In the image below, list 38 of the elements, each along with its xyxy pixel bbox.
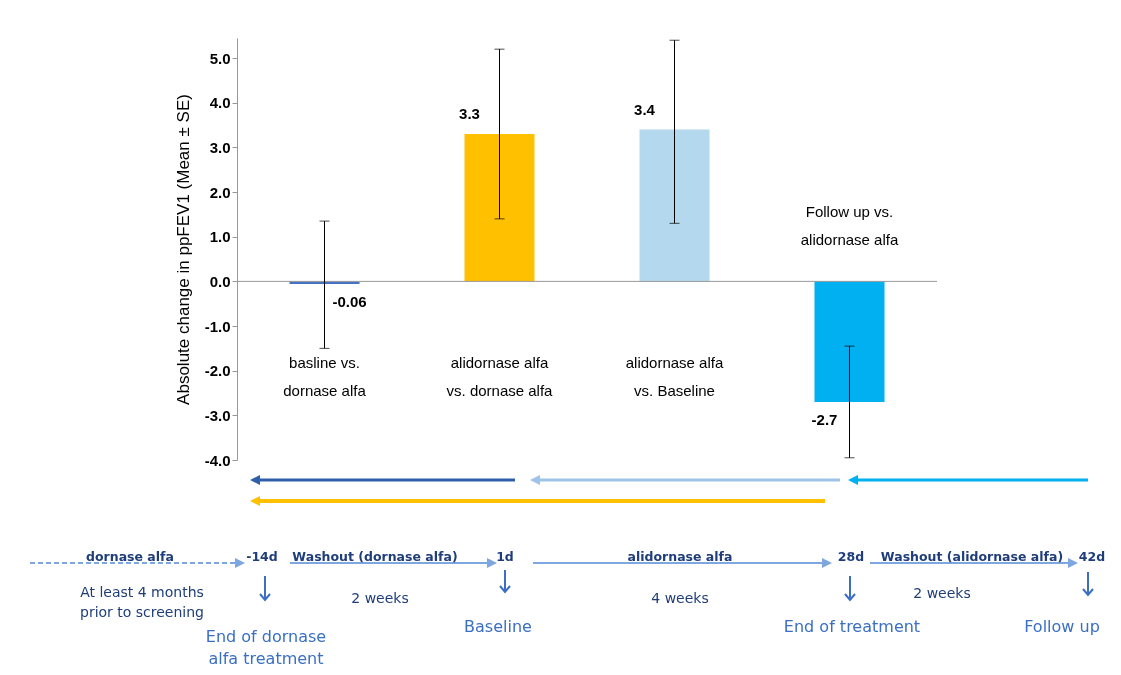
text: Washout (dornase alfa) bbox=[292, 548, 458, 566]
text: At least 4 months prior to screening bbox=[80, 583, 204, 622]
x-tick-label: alidornase alfa vs. Baseline bbox=[625, 354, 724, 400]
text: Baseline bbox=[464, 616, 532, 638]
data-label: 3.4 bbox=[634, 100, 656, 118]
text: End of dornase alfa treatment bbox=[205, 626, 327, 670]
data-label: 3.3 bbox=[459, 105, 480, 123]
y-tick-label: 2.0 bbox=[209, 183, 231, 201]
text: alidornase alfa bbox=[627, 548, 733, 566]
data-label: -2.7 bbox=[811, 410, 838, 428]
text: End of treatment bbox=[783, 616, 921, 638]
text: 2 weeks bbox=[913, 584, 971, 603]
text: dornase alfa bbox=[86, 548, 174, 566]
y-tick-label: -3.0 bbox=[204, 406, 231, 424]
text: 4 weeks bbox=[651, 589, 709, 608]
y-tick-label: -2.0 bbox=[204, 362, 231, 380]
y-tick-label: 1.0 bbox=[209, 228, 231, 246]
text: 42d bbox=[1078, 548, 1106, 566]
y-axis-title: Absolute change in ppFEV1 (Mean ± SE) bbox=[173, 94, 193, 405]
y-tick-label: 0.0 bbox=[209, 272, 231, 290]
y-tick-label: 3.0 bbox=[209, 138, 231, 156]
text: Washout (alidornase alfa) bbox=[880, 548, 1064, 566]
y-tick-label: -4.0 bbox=[204, 451, 231, 469]
text: -14d bbox=[246, 548, 278, 566]
x-tick-label: Follow up vs. alidornase alfa bbox=[800, 203, 899, 249]
bar bbox=[464, 134, 535, 282]
text: Follow up bbox=[1024, 616, 1100, 638]
x-tick-label: alidornase alfa vs. dornase alfa bbox=[446, 354, 554, 400]
y-tick-label: 5.0 bbox=[209, 49, 231, 67]
y-tick-label: -1.0 bbox=[204, 317, 231, 335]
data-label: -0.06 bbox=[332, 293, 367, 311]
bar bbox=[639, 129, 710, 282]
text: 28d bbox=[837, 548, 865, 566]
text: 1d bbox=[496, 548, 514, 566]
bar bbox=[814, 281, 885, 402]
x-tick-label: basline vs. dornase alfa bbox=[283, 354, 367, 400]
text: 2 weeks bbox=[351, 589, 409, 608]
y-tick-label: 4.0 bbox=[209, 94, 231, 112]
